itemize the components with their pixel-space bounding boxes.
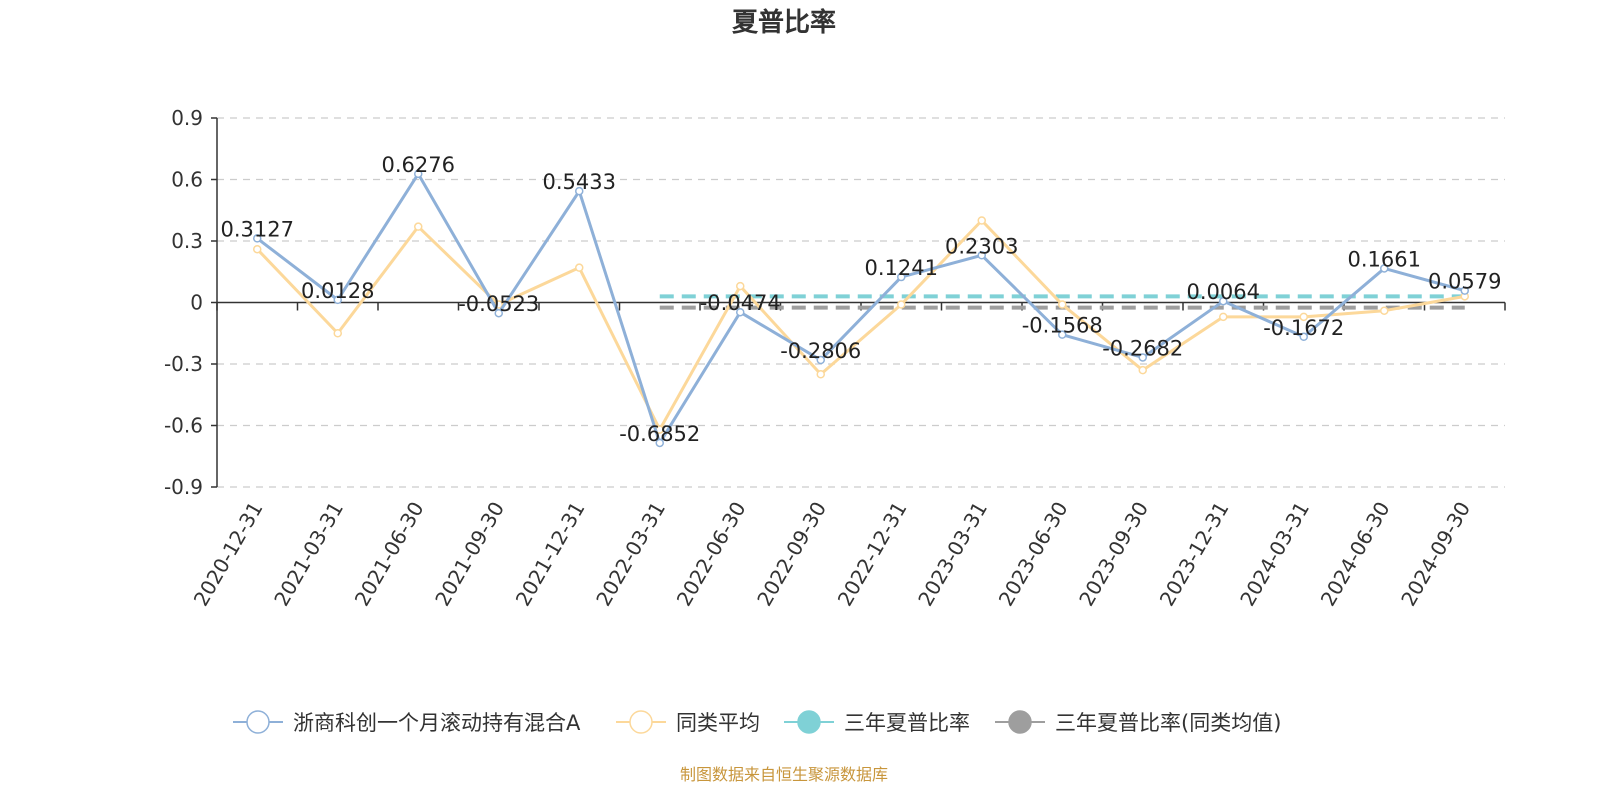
data-point — [1219, 296, 1228, 306]
data-point — [575, 186, 584, 196]
x-tick-label: 2024-03-31 — [1235, 498, 1314, 611]
data-point — [1460, 286, 1469, 295]
x-tick-label: 2023-09-30 — [1074, 498, 1153, 611]
data-point — [1058, 330, 1067, 339]
x-tick-label: 2023-03-31 — [913, 498, 992, 611]
data-point — [1380, 264, 1389, 273]
data-point — [414, 169, 423, 179]
data-point — [897, 272, 906, 282]
x-tick-label: 2024-09-30 — [1396, 498, 1475, 611]
data-point — [736, 307, 745, 317]
data-point — [253, 234, 262, 243]
data-label: 0.0064 — [1187, 280, 1260, 304]
legend-item[interactable]: 同类平均 — [616, 710, 760, 735]
legend-marker — [246, 710, 270, 734]
legend-item[interactable]: 三年夏普比率(同类均值) — [995, 710, 1281, 735]
data-point — [1299, 312, 1308, 322]
data-label: 0.2303 — [945, 234, 1018, 258]
data-point — [1299, 332, 1308, 342]
data-point — [977, 251, 986, 260]
data-point — [333, 295, 342, 305]
data-label: 0.5433 — [543, 170, 616, 194]
grid — [217, 117, 1505, 488]
legend-marker — [1008, 710, 1032, 734]
x-tick-label: 2023-06-30 — [994, 498, 1073, 611]
legend-marker — [797, 710, 821, 734]
x-tick-label: 2022-06-30 — [672, 498, 751, 611]
data-point — [816, 355, 825, 365]
x-tick-label: 2021-03-31 — [269, 498, 348, 611]
legend[interactable]: 浙商科创一个月滚动持有混合A 同类平均 三年夏普比率 三年夏普比率(同类均值) — [233, 710, 1281, 735]
legend-label: 同类平均 — [676, 711, 760, 735]
legend-label: 浙商科创一个月滚动持有混合A — [293, 711, 581, 735]
series-line — [256, 219, 1466, 432]
data-label: 0.1241 — [865, 256, 938, 280]
x-tick-label: 2022-12-31 — [833, 498, 912, 611]
data-point — [736, 281, 745, 291]
data-point — [1219, 312, 1228, 322]
data-label: -0.1672 — [1263, 316, 1344, 340]
data-point — [494, 308, 503, 318]
x-tick-label: 2023-12-31 — [1155, 498, 1234, 611]
data-labels: 0.3127 0.0128 0.6276 -0.0523 0.5433 -0.6852 -0… — [221, 153, 1502, 446]
data-point — [253, 244, 262, 254]
data-label: -0.0474 — [700, 291, 781, 315]
data-label: -0.0523 — [458, 292, 539, 316]
x-tick-label: 2021-12-31 — [511, 498, 590, 611]
data-point — [1138, 365, 1147, 375]
series-lines — [253, 169, 1469, 448]
data-point — [816, 370, 825, 379]
legend-marker — [629, 710, 653, 734]
data-point — [333, 329, 342, 338]
source-note: 制图数据来自恒生聚源数据库 — [680, 765, 888, 784]
legend-label: 三年夏普比率(同类均值) — [1055, 711, 1281, 735]
data-point — [897, 300, 906, 309]
y-tick-label: 0.9 — [171, 106, 203, 130]
legend-item[interactable]: 浙商科创一个月滚动持有混合A — [233, 710, 581, 735]
y-tick-label: 0.3 — [171, 229, 203, 253]
data-point — [1058, 300, 1067, 309]
y-tick-label: -0.6 — [164, 414, 203, 438]
x-tick-label: 2022-09-30 — [752, 498, 831, 611]
x-tick-label: 2021-09-30 — [430, 498, 509, 611]
data-label: -0.6852 — [619, 422, 700, 446]
legend-label: 三年夏普比率 — [844, 711, 970, 735]
data-label: 0.1661 — [1348, 247, 1421, 271]
y-tick-label: 0 — [190, 291, 203, 315]
data-label: -0.2806 — [780, 339, 861, 363]
data-point — [977, 216, 986, 225]
data-point — [575, 263, 584, 272]
data-label: -0.1568 — [1022, 314, 1103, 338]
series-line — [256, 172, 1466, 445]
x-tick-label: 2021-06-30 — [350, 498, 429, 611]
chart-title: 夏普比率 — [732, 7, 836, 38]
data-point — [1380, 306, 1389, 315]
data-point — [1138, 353, 1147, 362]
x-tick-label: 2022-03-31 — [591, 498, 670, 611]
x-tick-label: 2020-12-31 — [189, 498, 268, 611]
legend-item[interactable]: 三年夏普比率 — [784, 710, 970, 735]
data-label: -0.2682 — [1102, 336, 1183, 360]
data-label: 0.0128 — [301, 279, 374, 303]
data-label: 0.6276 — [382, 153, 455, 177]
data-point — [414, 222, 423, 231]
y-tick-label: -0.9 — [164, 475, 203, 499]
y-tick-label: -0.3 — [164, 352, 203, 376]
data-label: 0.3127 — [221, 217, 294, 241]
data-label: 0.0579 — [1428, 270, 1501, 294]
data-point — [655, 438, 664, 448]
y-tick-label: 0.6 — [171, 168, 203, 192]
x-tick-label: 2024-06-30 — [1316, 498, 1395, 611]
